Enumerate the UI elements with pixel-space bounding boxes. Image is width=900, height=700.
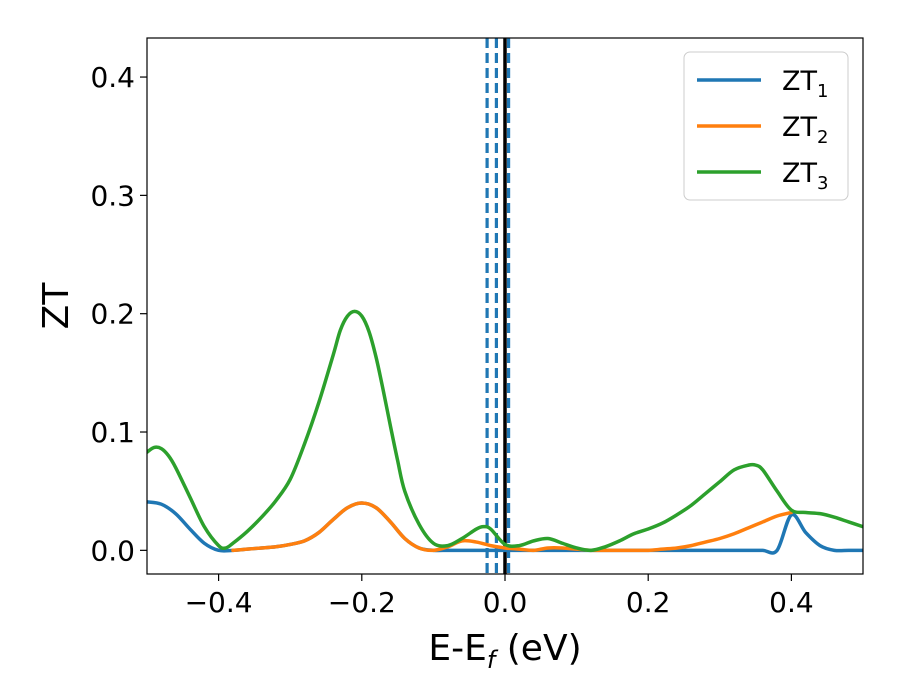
legend-box bbox=[683, 51, 849, 201]
series-line-zt2 bbox=[231, 501, 794, 553]
y-tick-label: 0.3 bbox=[90, 179, 135, 212]
legend: ZT1 ZT2 ZT3 bbox=[683, 51, 849, 201]
y-tick-label: 0.1 bbox=[90, 416, 135, 449]
y-axis-label: ZT bbox=[36, 282, 77, 330]
y-tick-label: 0.0 bbox=[90, 534, 135, 567]
y-axis: 0.0 0.1 0.2 0.3 0.4 bbox=[90, 61, 147, 567]
y-tick-label: 0.2 bbox=[90, 298, 135, 331]
legend-label-zt2: ZT2 bbox=[782, 112, 828, 148]
x-tick-label: 0.0 bbox=[483, 586, 528, 619]
x-tick-label: 0.2 bbox=[626, 586, 671, 619]
legend-label-zt3: ZT3 bbox=[782, 158, 828, 194]
x-axis: −0.4 −0.2 0.0 0.2 0.4 bbox=[185, 574, 814, 619]
plot-area bbox=[147, 38, 863, 574]
series-line-zt3 bbox=[147, 309, 863, 553]
x-tick-label: −0.2 bbox=[328, 586, 396, 619]
y-tick-label: 0.4 bbox=[90, 61, 135, 94]
legend-label-zt1: ZT1 bbox=[782, 66, 828, 102]
x-tick-label: −0.4 bbox=[185, 586, 253, 619]
x-axis-label: E-Ef (eV) bbox=[428, 628, 581, 674]
x-tick-label: 0.4 bbox=[769, 586, 814, 619]
